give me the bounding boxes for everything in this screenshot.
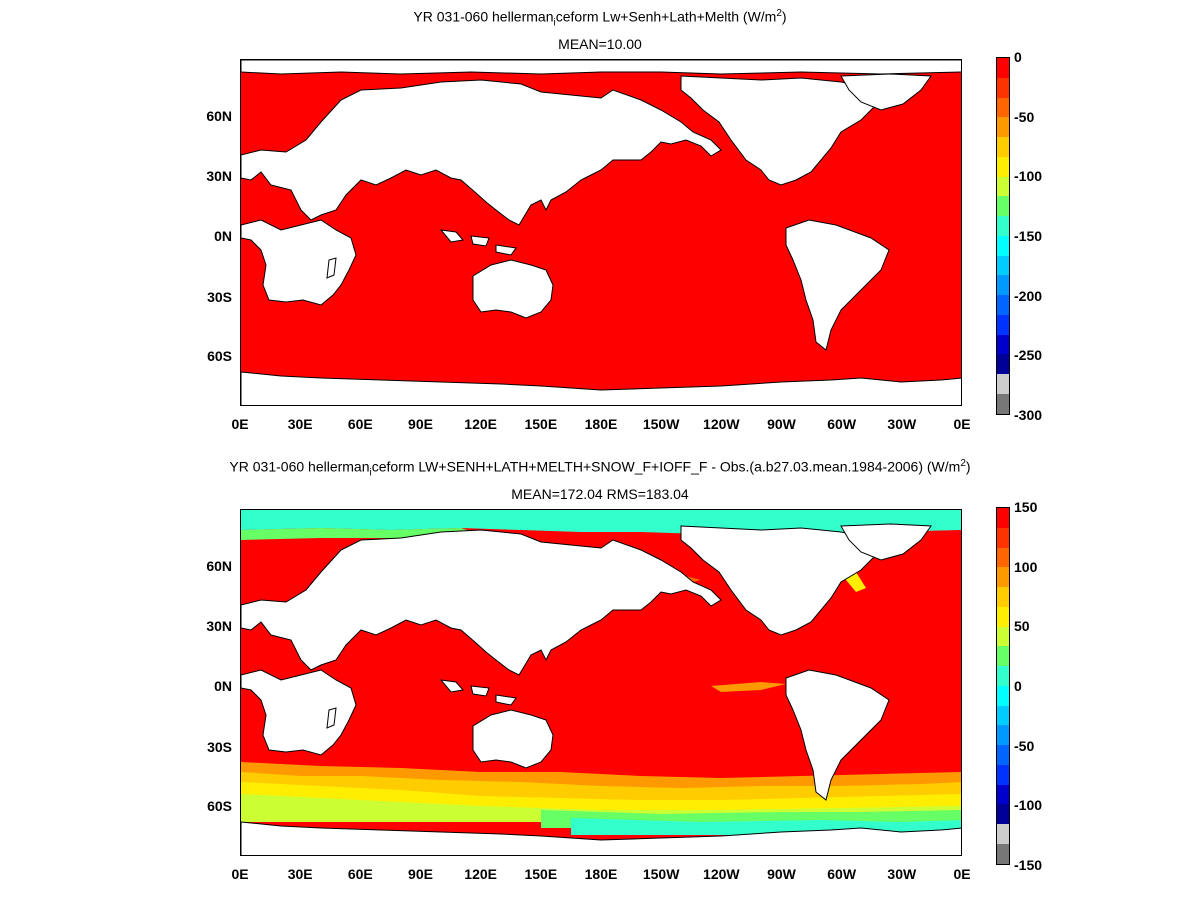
panel2-field-and-land: [241, 510, 961, 855]
colorbar-segment: [997, 567, 1009, 588]
colorbar-segment: [997, 58, 1009, 78]
colorbar-segment: [997, 137, 1009, 157]
panel1-colorbar-label: -50: [1014, 108, 1035, 125]
panel2-lon-label: 0E: [953, 866, 971, 882]
panel2-colorbar-label: 50: [1014, 618, 1030, 635]
panel2-lat-label: 60S: [207, 798, 232, 814]
colorbar-segment: [997, 666, 1009, 686]
panel1-lon-label: 60E: [347, 416, 373, 432]
panel2-colorbar-label: -50: [1014, 737, 1035, 754]
panel2-lon-label: 0E: [231, 866, 249, 882]
panel1-lat-label: 60N: [206, 108, 232, 124]
colorbar-segment: [997, 547, 1009, 568]
panel1-lon-label: 90E: [408, 416, 433, 432]
panel1-lon-label: 0E: [231, 416, 249, 432]
panel2-colorbar-label: 150: [1014, 499, 1038, 515]
colorbar-segment: [997, 646, 1009, 667]
panel2-lon-label: 150E: [524, 866, 558, 882]
colorbar-segment: [997, 156, 1009, 177]
panel1-stats: MEAN=10.00: [558, 36, 642, 52]
panel1-colorbar-label: -200: [1014, 287, 1043, 304]
panel1-lon-label: 180E: [584, 416, 618, 432]
panel2-lon-label: 180E: [584, 866, 618, 882]
colorbar-segment: [997, 587, 1009, 607]
colorbar-segment: [997, 196, 1009, 217]
panel2-map: [240, 509, 962, 856]
colorbar-segment: [997, 626, 1009, 647]
panel2-lon-label: 150W: [642, 866, 680, 882]
colorbar-segment: [997, 844, 1009, 864]
colorbar-segment: [997, 824, 1009, 845]
colorbar-segment: [997, 97, 1009, 118]
panel2-lat-label: 30S: [207, 739, 232, 755]
colorbar-segment: [997, 354, 1009, 375]
panel2-title: YR 031-060 hellermaniceform LW+SENH+LATH…: [229, 458, 971, 479]
colorbar-segment: [997, 77, 1009, 98]
panel2-lon-label: 60E: [347, 866, 373, 882]
panel2-lon-label: 30W: [887, 866, 917, 882]
panel2-lon-label: 60W: [827, 866, 857, 882]
panel1-lon-label: 150E: [524, 416, 558, 432]
colorbar-segment: [997, 606, 1009, 627]
panel1-lon-label: 0E: [953, 416, 971, 432]
panel1-lon-label: 60W: [827, 416, 857, 432]
panel1-land-mask: [241, 60, 961, 405]
panel2-colorbar-label: -150: [1014, 857, 1043, 873]
colorbar-segment: [997, 334, 1009, 355]
colorbar-segment: [997, 725, 1009, 746]
panel2-colorbar-label: 100: [1014, 558, 1038, 575]
panel1-lon-label: 120W: [703, 416, 740, 432]
colorbar-segment: [997, 275, 1009, 296]
colorbar-segment: [997, 784, 1009, 805]
panel2-lon-label: 90W: [767, 866, 796, 882]
panel1-lon-label: 120E: [464, 416, 497, 432]
panel2-lat-label: 60N: [206, 558, 232, 574]
panel1-lat-label: 60S: [207, 348, 232, 364]
colorbar-segment: [997, 527, 1009, 548]
colorbar-segment: [997, 764, 1009, 785]
panel1-colorbar-label: -250: [1014, 347, 1043, 364]
panel1-colorbar: [996, 57, 1010, 415]
colorbar-segment: [997, 705, 1009, 726]
panel1-title: YR 031-060 hellermaniceform Lw+Senh+Lath…: [413, 8, 787, 29]
colorbar-segment: [997, 374, 1009, 395]
panel2-lon-label: 90E: [408, 866, 433, 882]
colorbar-segment: [997, 685, 1009, 706]
panel1-lat-label: 0N: [214, 228, 232, 244]
panel2-colorbar-label: -100: [1014, 797, 1043, 814]
panel1-map: [240, 59, 962, 406]
panel2-lat-label: 0N: [214, 678, 232, 694]
panel1-colorbar-label: -150: [1014, 228, 1043, 244]
panel1-colorbar-label: 0: [1014, 49, 1022, 65]
colorbar-segment: [997, 216, 1009, 236]
colorbar-segment: [997, 745, 1009, 765]
panel1-lat-label: 30S: [207, 289, 232, 305]
panel2-colorbar: [996, 507, 1010, 865]
panel2-stats: MEAN=172.04 RMS=183.04: [511, 486, 689, 502]
panel1-lon-label: 30W: [887, 416, 917, 432]
colorbar-segment: [997, 235, 1009, 256]
colorbar-segment: [997, 117, 1009, 138]
panel1-colorbar-label: -300: [1014, 407, 1043, 423]
panel1-lon-label: 90W: [767, 416, 796, 432]
panel2-colorbar-label: 0: [1014, 678, 1022, 694]
panel2-lon-label: 120E: [464, 866, 497, 882]
colorbar-segment: [997, 295, 1009, 315]
panel1-colorbar-label: -100: [1014, 168, 1043, 185]
panel1-lon-label: 150W: [642, 416, 680, 432]
colorbar-segment: [997, 176, 1009, 197]
panel2-lat-label: 30N: [206, 618, 232, 634]
colorbar-segment: [997, 508, 1009, 528]
panel1-lat-label: 30N: [206, 168, 232, 184]
panel2-lon-label: 120W: [703, 866, 740, 882]
colorbar-segment: [997, 804, 1009, 825]
colorbar-segment: [997, 314, 1009, 335]
panel1-lon-label: 30E: [287, 416, 313, 432]
colorbar-segment: [997, 394, 1009, 414]
panel2-lon-label: 30E: [287, 866, 313, 882]
colorbar-segment: [997, 255, 1009, 276]
